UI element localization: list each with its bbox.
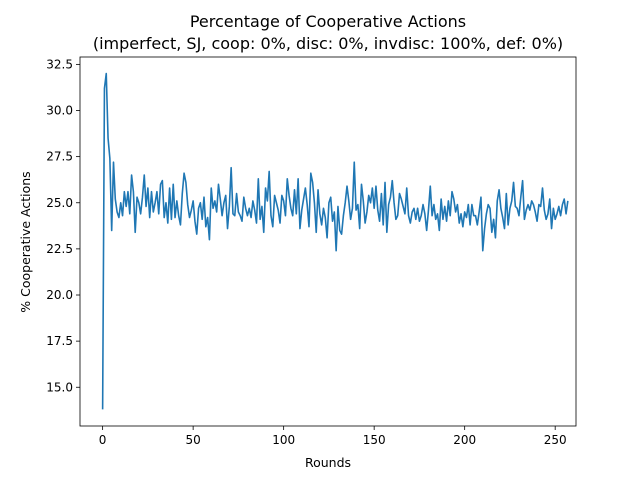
x-tick-label: 250 bbox=[544, 433, 567, 447]
y-tick-label: 25.0 bbox=[46, 196, 73, 210]
x-tick-label: 150 bbox=[363, 433, 386, 447]
y-tick-label: 17.5 bbox=[46, 334, 73, 348]
cooperative-actions-line bbox=[101, 72, 569, 410]
x-tick-label: 50 bbox=[185, 433, 200, 447]
x-axis: 0 50 100 150 200 250 bbox=[99, 426, 567, 447]
y-tick-label: 32.5 bbox=[46, 57, 73, 71]
x-tick-label: 100 bbox=[272, 433, 295, 447]
y-tick-label: 30.0 bbox=[46, 104, 73, 118]
y-tick-label: 15.0 bbox=[46, 380, 73, 394]
y-axis: 15.0 17.5 20.0 22.5 25.0 27.5 30.0 32.5 bbox=[46, 57, 80, 394]
y-axis-label: % Cooperative Actions bbox=[18, 171, 33, 312]
y-tick-label: 27.5 bbox=[46, 150, 73, 164]
x-tick-label: 0 bbox=[99, 433, 107, 447]
y-tick-label: 22.5 bbox=[46, 242, 73, 256]
y-tick-label: 20.0 bbox=[46, 288, 73, 302]
chart-subtitle: (imperfect, SJ, coop: 0%, disc: 0%, invd… bbox=[93, 34, 563, 53]
chart-title: Percentage of Cooperative Actions bbox=[190, 12, 466, 31]
x-axis-label: Rounds bbox=[305, 455, 351, 470]
plot-area bbox=[79, 56, 577, 427]
x-tick-label: 200 bbox=[453, 433, 476, 447]
